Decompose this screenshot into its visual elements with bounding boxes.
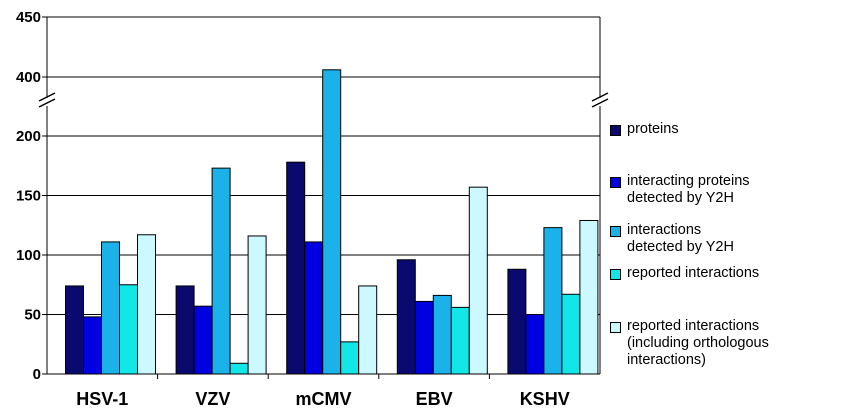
- x-category-label: KSHV: [520, 389, 570, 409]
- bar-mcmv-5: [358, 285, 378, 375]
- bar-kshv-4: [561, 293, 581, 375]
- bar-vzv-2: [193, 305, 213, 375]
- break-gap: [590, 98, 610, 106]
- legend-item: reported interactions: [610, 265, 759, 282]
- legend-swatch: [610, 177, 621, 188]
- bar-hsv-1-3: [101, 241, 120, 375]
- axes: [42, 16, 601, 379]
- legend-item: interactions detected by Y2H: [610, 222, 734, 256]
- bar-kshv-2: [525, 314, 545, 375]
- bar-hsv-1-5: [137, 234, 156, 375]
- y-tick-label: 400: [16, 69, 41, 86]
- bar-ebv-2: [414, 300, 434, 375]
- x-category-label: mCMV: [295, 389, 351, 409]
- y-tick-label: 50: [24, 307, 41, 324]
- bar-vzv-4: [229, 362, 249, 375]
- axis-break-right: [590, 92, 610, 108]
- axis-break-marks: [37, 92, 610, 108]
- bar-ebv-4: [450, 306, 470, 375]
- legend-swatch: [610, 125, 621, 136]
- bar-mcmv-3: [322, 69, 342, 375]
- bar-mcmv-4: [340, 341, 360, 375]
- bar-chart: 0 50 100 150 200 400 450 HSV-1 VZV mCMV EBV KSHV: [16, 9, 610, 409]
- bar-hsv-1-2: [83, 316, 102, 375]
- x-category-label: HSV-1: [76, 389, 128, 409]
- legend-item: reported interactions (including ortholo…: [610, 318, 769, 369]
- legend-swatch: [610, 322, 621, 333]
- x-category-label: VZV: [195, 389, 230, 409]
- legend-label: reported interactions (including ortholo…: [627, 318, 769, 368]
- bar-mcmv-2: [304, 241, 324, 375]
- legend-swatch: [610, 226, 621, 237]
- legend-item: interacting proteins detected by Y2H: [610, 173, 750, 207]
- bar-ebv-5: [468, 186, 488, 375]
- legend: proteins interacting proteins detected by…: [610, 0, 860, 416]
- bar-ebv-3: [432, 294, 452, 375]
- y-tick-label: 450: [16, 9, 41, 26]
- bar-kshv-5: [579, 219, 599, 375]
- break-gap: [37, 98, 57, 106]
- bar-kshv-1: [507, 268, 527, 375]
- bar-ebv-1: [396, 259, 416, 375]
- bar-kshv-3: [543, 227, 563, 375]
- legend-label: reported interactions: [627, 265, 760, 281]
- bar-hsv-1-1: [65, 285, 84, 375]
- bar-mcmv-1: [286, 161, 306, 375]
- y-tick-label: 100: [16, 247, 41, 264]
- legend-label: interacting proteins detected by Y2H: [627, 173, 750, 206]
- legend-label: interactions detected by Y2H: [627, 222, 734, 255]
- bar-vzv-1: [175, 285, 195, 375]
- axis-break-left: [37, 92, 57, 108]
- bar-vzv-5: [247, 235, 267, 375]
- bar-hsv-1-4: [119, 284, 138, 375]
- y-tick-label: 200: [16, 128, 41, 145]
- y-tick-label: 0: [33, 366, 41, 383]
- legend-swatch: [610, 269, 621, 280]
- y-tick-labels: 0 50 100 150 200 400 450: [16, 9, 41, 383]
- x-category-label: EBV: [416, 389, 453, 409]
- break-slash: [38, 92, 56, 102]
- legend-label: proteins: [627, 121, 679, 137]
- break-slash: [591, 98, 609, 108]
- legend-item: proteins: [610, 121, 679, 138]
- bar-vzv-3: [211, 167, 231, 375]
- break-slash: [38, 98, 56, 108]
- y-tick-label: 150: [16, 188, 41, 205]
- break-slash: [591, 92, 609, 102]
- x-category-labels: HSV-1 VZV mCMV EBV KSHV: [76, 389, 569, 409]
- bars: [65, 69, 599, 375]
